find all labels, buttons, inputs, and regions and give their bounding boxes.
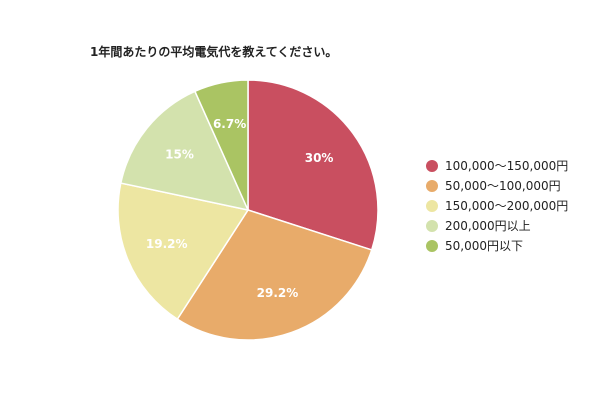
legend-swatch xyxy=(426,180,438,192)
pie-slice-3[interactable] xyxy=(117,182,250,321)
legend-label: 200,000円以上 xyxy=(445,219,531,233)
pie-slices xyxy=(117,79,379,341)
legend-item[interactable]: 50,000〜100,000円 xyxy=(426,179,561,193)
pie-slice-2[interactable] xyxy=(176,209,373,341)
legend-item[interactable]: 100,000〜150,000円 xyxy=(426,159,568,173)
slice-value-label: 29.2% xyxy=(257,286,299,300)
legend-label: 100,000〜150,000円 xyxy=(445,159,568,173)
slice-labels: 30% 29.2% 19.2% 15% 6.7% xyxy=(146,117,334,300)
pie-slice-4[interactable] xyxy=(119,90,250,212)
slice-value-label: 6.7% xyxy=(213,117,246,131)
legend-item[interactable]: 50,000円以下 xyxy=(426,239,523,253)
legend-swatch xyxy=(426,200,438,212)
legend: 100,000〜150,000円 50,000〜100,000円 150,000〜2… xyxy=(426,159,568,253)
pie-slice-1[interactable] xyxy=(247,79,379,251)
legend-label: 150,000〜200,000円 xyxy=(445,199,568,213)
legend-swatch xyxy=(426,240,438,252)
slice-value-label: 19.2% xyxy=(146,237,188,251)
legend-item[interactable]: 200,000円以上 xyxy=(426,219,531,233)
slice-value-label: 30% xyxy=(305,151,334,165)
legend-label: 50,000円以下 xyxy=(445,239,523,253)
legend-swatch xyxy=(426,220,438,232)
pie-slice-5[interactable] xyxy=(193,79,249,211)
slice-value-label: 15% xyxy=(165,148,194,162)
legend-label: 50,000〜100,000円 xyxy=(445,179,561,193)
legend-item[interactable]: 150,000〜200,000円 xyxy=(426,199,568,213)
legend-swatch xyxy=(426,160,438,172)
chart-title: 1年間あたりの平均電気代を教えてください。 xyxy=(90,44,337,59)
